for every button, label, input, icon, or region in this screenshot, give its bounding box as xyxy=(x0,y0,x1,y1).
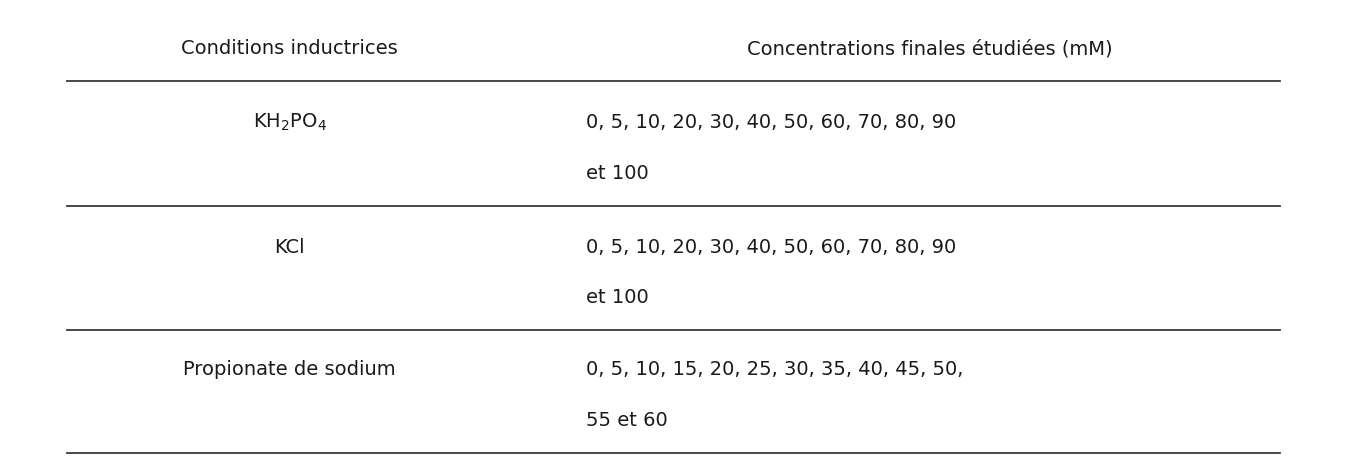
Text: Conditions inductrices: Conditions inductrices xyxy=(182,39,397,58)
Text: KCl: KCl xyxy=(275,237,304,257)
Text: KH$_2$PO$_4$: KH$_2$PO$_4$ xyxy=(253,112,326,133)
Text: 0, 5, 10, 15, 20, 25, 30, 35, 40, 45, 50,: 0, 5, 10, 15, 20, 25, 30, 35, 40, 45, 50… xyxy=(586,360,963,379)
Text: 55 et 60: 55 et 60 xyxy=(586,411,668,430)
Text: 0, 5, 10, 20, 30, 40, 50, 60, 70, 80, 90: 0, 5, 10, 20, 30, 40, 50, 60, 70, 80, 90 xyxy=(586,237,956,257)
Text: et 100: et 100 xyxy=(586,288,649,308)
Text: 0, 5, 10, 20, 30, 40, 50, 60, 70, 80, 90: 0, 5, 10, 20, 30, 40, 50, 60, 70, 80, 90 xyxy=(586,113,956,132)
Text: Concentrations finales étudiées (mM): Concentrations finales étudiées (mM) xyxy=(746,39,1113,58)
Text: Propionate de sodium: Propionate de sodium xyxy=(183,360,396,379)
Text: et 100: et 100 xyxy=(586,164,649,183)
